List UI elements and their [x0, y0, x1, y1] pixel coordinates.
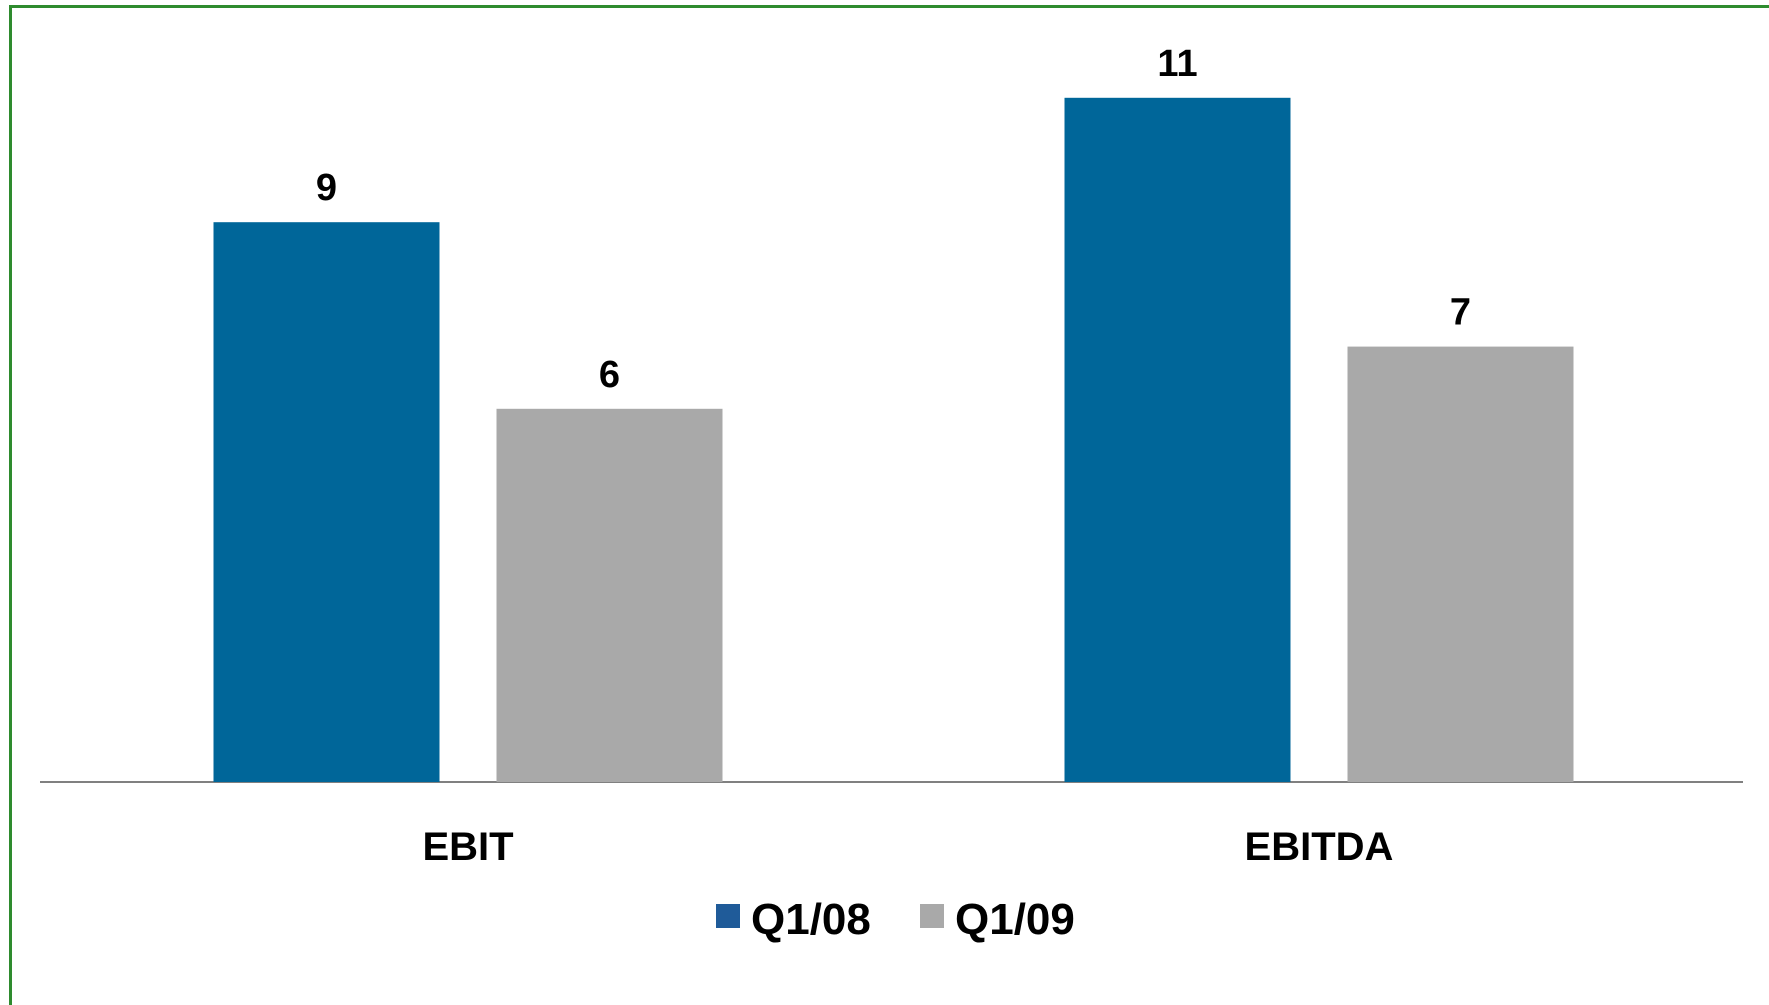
- chart-frame: [9, 5, 1769, 1005]
- bar-chart: 9 6 11 7 EBIT EBITDA Q1/08 Q1/09: [40, 43, 1743, 944]
- bar-ebit-q1-08: [213, 222, 440, 782]
- category-label-ebit: EBIT: [422, 825, 513, 869]
- data-label-ebitda-q1-09: 7: [1450, 292, 1471, 334]
- legend-swatch-q1-08: [716, 904, 740, 928]
- legend-swatch-q1-09: [920, 904, 944, 928]
- legend-label-q1-09: Q1/09: [955, 895, 1075, 944]
- data-label-ebit-q1-09: 6: [599, 354, 620, 396]
- data-label-ebitda-q1-08: 11: [1157, 43, 1197, 85]
- bar-ebitda-q1-08: [1064, 97, 1291, 783]
- data-label-ebit-q1-08: 9: [316, 167, 337, 209]
- bar-ebitda-q1-09: [1347, 346, 1574, 782]
- bar-ebit-q1-09: [496, 408, 723, 782]
- category-label-ebitda: EBITDA: [1245, 825, 1394, 869]
- legend-label-q1-08: Q1/08: [751, 895, 871, 944]
